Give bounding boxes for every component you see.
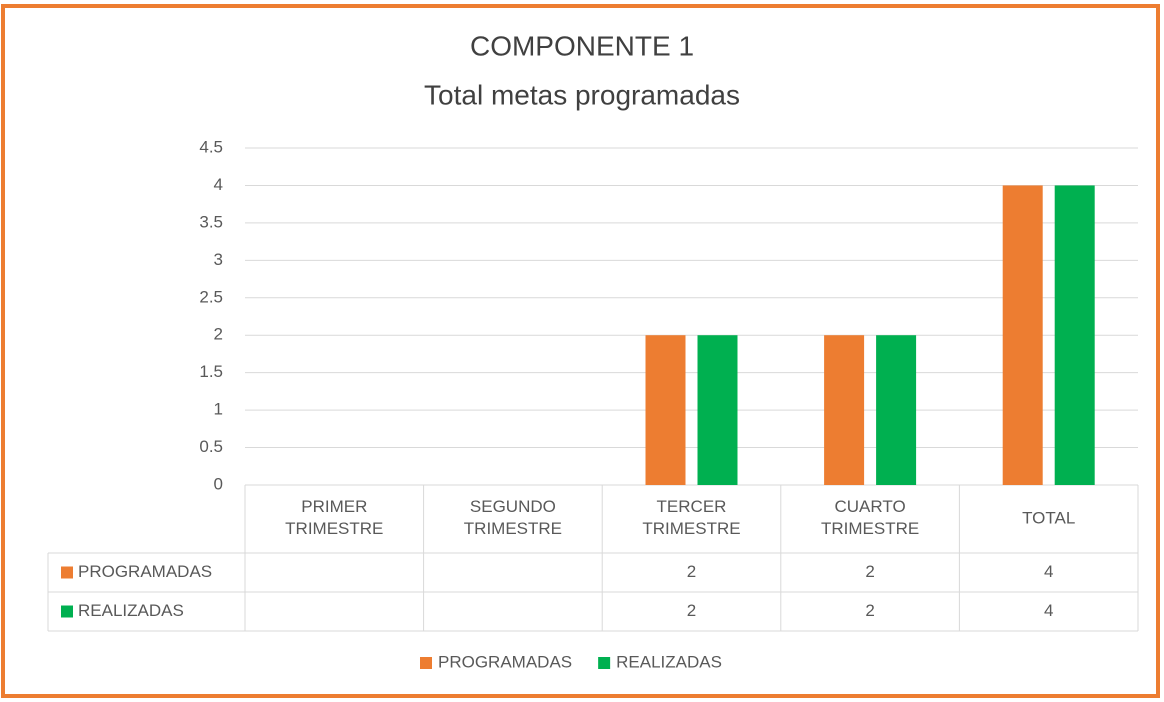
x-tick-label-line: TRIMESTRE xyxy=(821,519,919,538)
legend-label: REALIZADAS xyxy=(616,652,722,671)
table-value: 2 xyxy=(687,562,696,581)
y-tick-label: 0.5 xyxy=(199,437,223,456)
table-row-label: REALIZADAS xyxy=(78,601,184,620)
legend-label: PROGRAMADAS xyxy=(438,652,572,671)
table-value: 2 xyxy=(865,562,874,581)
x-tick-label-line: TRIMESTRE xyxy=(464,519,562,538)
chart-subtitle: Total metas programadas xyxy=(424,79,740,110)
bar xyxy=(1054,185,1095,485)
table-value: 2 xyxy=(865,601,874,620)
table-legend-key xyxy=(61,566,73,579)
y-tick-label: 2.5 xyxy=(199,287,223,306)
table-row-label: PROGRAMADAS xyxy=(78,562,212,581)
x-tick-label: CUARTO TRIMESTRE xyxy=(821,497,919,538)
x-tick-label: SEGUNDO TRIMESTRE xyxy=(464,497,562,538)
x-tick-label-line: TRIMESTRE xyxy=(642,519,740,538)
legend-key xyxy=(598,657,611,669)
table-legend-key xyxy=(61,605,73,618)
y-tick-label: 3.5 xyxy=(199,212,223,231)
chart-title: COMPONENTE 1 xyxy=(470,30,694,61)
y-tick-label: 1.5 xyxy=(199,362,223,381)
y-tick-label: 4 xyxy=(214,175,223,194)
bar xyxy=(1002,185,1043,485)
x-tick-label: PRIMER TRIMESTRE xyxy=(285,497,383,538)
y-tick-label: 3 xyxy=(214,250,223,269)
bar xyxy=(645,335,686,485)
bar xyxy=(697,335,738,485)
table-value: 4 xyxy=(1044,562,1053,581)
table-value: 2 xyxy=(687,601,696,620)
x-tick-label-line: SEGUNDO xyxy=(470,497,556,516)
bar xyxy=(824,335,865,485)
x-tick-label: TOTAL xyxy=(1022,508,1075,527)
table-value: 4 xyxy=(1044,601,1053,620)
x-tick-label: TERCER TRIMESTRE xyxy=(642,497,740,538)
bar xyxy=(876,335,917,485)
y-tick-label: 4.5 xyxy=(199,137,223,156)
x-tick-label-line: CUARTO xyxy=(835,497,906,516)
chart-border xyxy=(1,4,1160,698)
x-tick-label-line: TERCER xyxy=(657,497,727,516)
x-tick-label-line: PRIMER xyxy=(301,497,367,516)
legend-key xyxy=(420,657,432,669)
y-tick-label: 0 xyxy=(214,474,223,493)
y-tick-label: 2 xyxy=(214,325,223,344)
y-tick-label: 1 xyxy=(214,400,223,419)
x-tick-label-line: TRIMESTRE xyxy=(285,519,383,538)
